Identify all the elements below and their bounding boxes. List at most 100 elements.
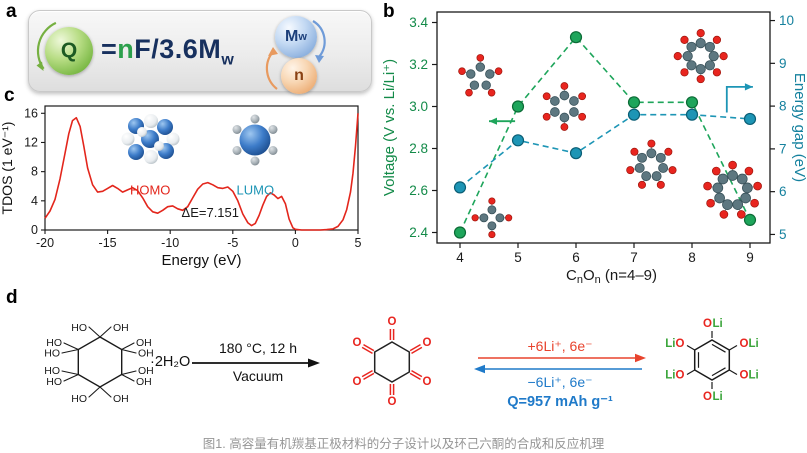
- mw-symbol: M: [285, 28, 299, 45]
- c9o9-molecule-icon: [703, 160, 762, 219]
- data-point: [511, 134, 525, 147]
- capacity-formula: =nF/3.6Mw: [101, 34, 234, 69]
- ho-label: HO: [44, 365, 60, 377]
- tdos-chart: -20 -15 -10 -5 0 5 0 4 8 12 16 Energy (eV) TDOS (1 e…: [0, 105, 362, 269]
- data-point: [685, 108, 699, 121]
- svg-text:6: 6: [572, 250, 580, 265]
- svg-text:5: 5: [779, 227, 787, 242]
- svg-text:6: 6: [779, 184, 787, 199]
- svg-text:9: 9: [746, 250, 754, 265]
- c6o6-molecule-icon: [542, 82, 587, 131]
- lithiation-label: +6Li⁺, 6e⁻: [527, 338, 593, 354]
- hexaketone-molecule: O O O O O O: [353, 316, 432, 408]
- reaction-arrow: [192, 358, 320, 368]
- oli-label-o: O: [676, 370, 685, 382]
- oh-label: OH: [113, 393, 129, 405]
- svg-text:7: 7: [630, 250, 638, 265]
- formula-n: n: [117, 34, 135, 64]
- y-axis-label: TDOS (1 eV⁻¹): [0, 122, 15, 215]
- carbonyl-o-label: O: [388, 396, 397, 408]
- q-symbol: Q: [60, 39, 78, 62]
- lithiated-product-molecule: O Li O Li O Li O Li O Li O Li: [665, 318, 758, 403]
- data-point: [685, 96, 699, 109]
- data-point: [453, 181, 467, 194]
- oli-label-li: Li: [713, 391, 723, 403]
- svg-text:2.8: 2.8: [409, 141, 428, 156]
- molecule-icons: [458, 29, 762, 239]
- delithiation-label: −6Li⁺, 6e⁻: [527, 374, 593, 390]
- panel-a-cycle-arrows: [36, 20, 326, 90]
- oli-label-li: Li: [665, 338, 675, 350]
- n-ball: n: [281, 58, 317, 94]
- oli-label-li: Li: [665, 370, 675, 382]
- svg-text:8: 8: [688, 250, 696, 265]
- n-symbol: n: [294, 67, 304, 84]
- tdos-curve: [44, 113, 359, 231]
- figure-caption: 图1. 高容量有机羰基正极材料的分子设计以及环己六酮的合成和反应机理: [202, 437, 605, 451]
- svg-text:-15: -15: [99, 236, 117, 250]
- c8o8-molecule-icon: [673, 29, 728, 84]
- panel-d-label: d: [6, 287, 18, 308]
- annotation--e-7-151: ΔE=7.151: [182, 205, 239, 220]
- ho-label: HO: [44, 348, 60, 360]
- oh-label: OH: [113, 322, 129, 334]
- inositol-hydrate-molecule: HO OH OH OH OH OH OH HO HO HO HO HO: [44, 322, 154, 405]
- plot-frame: 2.4 2.6 2.8 3.0 3.2 3.4 5 6 7 8 9 10 4 5 6 7 8 9 Voltage (…: [381, 11, 807, 286]
- carbonyl-o-label: O: [353, 376, 362, 388]
- svg-text:-20: -20: [36, 236, 54, 250]
- lumo-orbital-image: [232, 114, 278, 166]
- voltage-energy-gap-chart: 2.4 2.6 2.8 3.0 3.2 3.4 5 6 7 8 9 10 4 5 6 7 8 9 Voltage (…: [381, 11, 807, 286]
- svg-text:12: 12: [24, 135, 38, 149]
- y-axis-label-left: Voltage (V vs. Li/Li⁺): [381, 59, 398, 196]
- oli-label-o: O: [676, 338, 685, 350]
- mw-sub: w: [298, 31, 307, 43]
- svg-text:9: 9: [779, 56, 787, 71]
- oli-label-li: Li: [713, 318, 723, 330]
- carbonyl-o-label: O: [423, 337, 432, 349]
- oh-label: OH: [136, 376, 152, 388]
- data-point: [743, 213, 757, 226]
- oli-label-li: Li: [749, 338, 759, 350]
- carbonyl-o-label: O: [353, 337, 362, 349]
- data-point: [569, 31, 583, 44]
- data-point: [569, 147, 583, 160]
- svg-text:8: 8: [779, 99, 787, 114]
- oli-label-o: O: [703, 318, 712, 330]
- panel-c-label: c: [4, 85, 15, 106]
- c5o5-molecule-icon: [458, 54, 503, 97]
- ho-label: HO: [71, 322, 87, 334]
- axis-pointer-arrow: [725, 85, 753, 113]
- capacity-value: Q=957 mAh g⁻¹: [507, 394, 613, 410]
- c7o7-molecule-icon: [626, 139, 677, 189]
- reaction-scheme: HO OH OH OH OH OH OH HO HO HO HO HO: [44, 316, 758, 408]
- y-axis-label-right: Energy gap (eV): [791, 73, 807, 182]
- mw-to-n-arrow: [312, 20, 326, 58]
- c4o4-molecule-icon: [471, 197, 513, 239]
- panel-b-label: b: [383, 1, 395, 22]
- reaction-condition-vacuum: Vacuum: [232, 368, 284, 384]
- tdos-plot-frame: -20 -15 -10 -5 0 5 0 4 8 12 16 Energy (eV) TDOS (1 e…: [0, 105, 362, 269]
- hydrate-label: ·2H₂O: [150, 354, 191, 370]
- svg-text:3.4: 3.4: [409, 15, 428, 30]
- energy-gap-series: [453, 108, 757, 194]
- oli-label-li: Li: [749, 370, 759, 382]
- panel-a-label: a: [6, 1, 17, 22]
- svg-text:10: 10: [779, 13, 794, 28]
- n-to-mw-arrow: [265, 52, 278, 90]
- reaction-condition-temperature: 180 °C, 12 h: [219, 340, 297, 356]
- oh-label: OH: [138, 365, 154, 377]
- ho-label: HO: [46, 376, 62, 388]
- carbonyl-o-label: O: [423, 376, 432, 388]
- data-point: [453, 226, 467, 239]
- svg-text:4: 4: [31, 194, 38, 208]
- svg-text:2.4: 2.4: [409, 225, 428, 240]
- svg-text:-5: -5: [227, 236, 238, 250]
- data-point: [511, 100, 525, 113]
- oli-label-o: O: [740, 370, 749, 382]
- svg-text:16: 16: [24, 106, 38, 120]
- x-axis-label: Energy (eV): [161, 252, 241, 269]
- data-point: [627, 108, 641, 121]
